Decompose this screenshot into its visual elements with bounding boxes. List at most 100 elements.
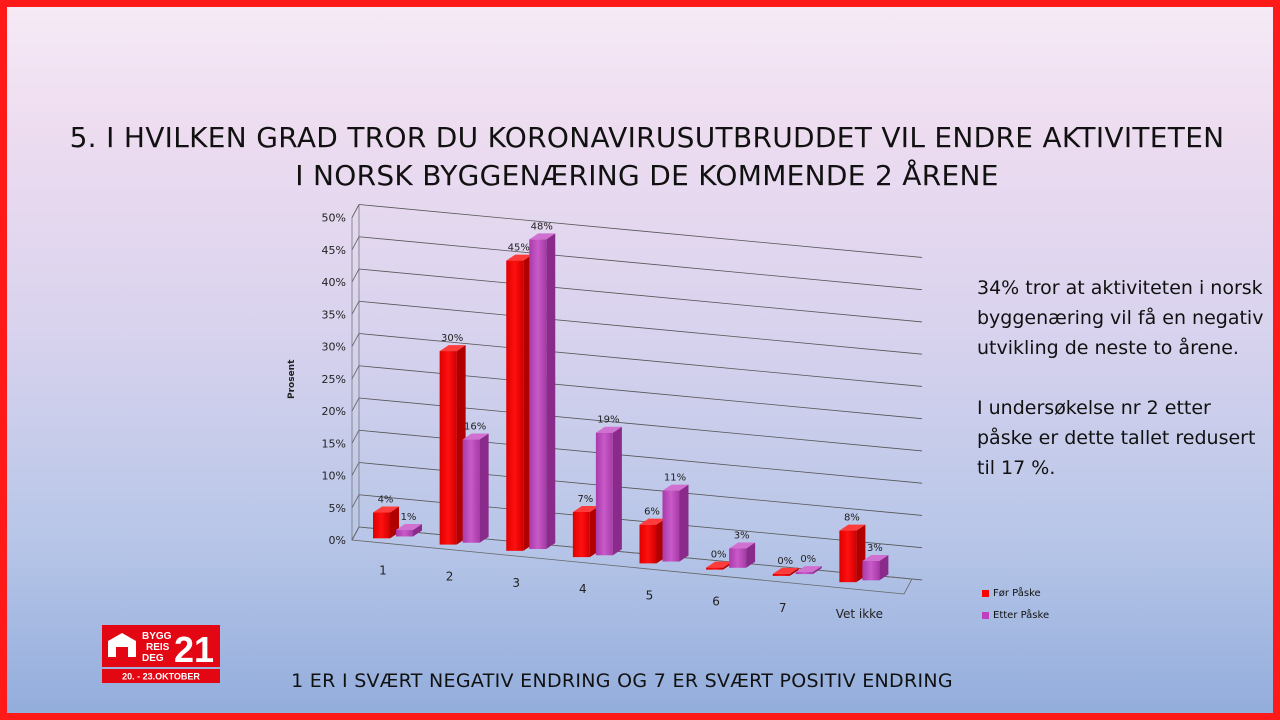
gridline-depth	[351, 430, 360, 444]
bar-top	[839, 524, 866, 531]
bar-top	[396, 524, 422, 531]
y-axis-ticks: 0% 5% 10% 15% 20% 25% 30% 35% 40% 45% 50%	[322, 212, 346, 548]
y-tick-label: 0%	[329, 534, 346, 547]
bar	[706, 567, 724, 570]
bar	[862, 560, 880, 581]
bar-top	[729, 542, 756, 549]
bar-side	[746, 542, 756, 568]
y-axis-label: Prosent	[287, 359, 297, 399]
data-label: 3%	[734, 530, 750, 541]
bar	[729, 548, 747, 568]
bar-side	[879, 554, 889, 581]
gridline-depth	[351, 494, 360, 508]
bar-top	[639, 518, 666, 525]
legend-swatch-red	[982, 589, 989, 597]
commentary-paragraph-1: 34% tror at aktiviteten i norsk byggenær…	[977, 277, 1264, 359]
category-label: 6	[712, 595, 720, 609]
data-label: 19%	[597, 415, 619, 426]
svg-text:21: 21	[174, 629, 214, 670]
bar-chart: 0%5%10%15%20%25%30%35%40%45%50% Prosent …	[287, 204, 923, 621]
bar	[662, 490, 680, 562]
y-tick-label: 15%	[322, 437, 346, 450]
commentary-paragraph-2: I undersøkelse nr 2 etter påske er dette…	[977, 397, 1256, 479]
y-tick-label: 50%	[322, 212, 346, 225]
bar-top	[373, 506, 399, 513]
chart-legend: Før Påske Etter Påske	[982, 582, 1049, 626]
footer-scale-note: 1 ER I SVÆRT NEGATIV ENDRING OG 7 ER SVÆ…	[291, 670, 953, 692]
bar	[572, 511, 590, 558]
bar-side	[812, 566, 822, 575]
bar-side	[479, 433, 489, 543]
chart-bars: 4% 1% 30% 16% 45%48% 7% 19% 6% 11% 0% 3% 0% 0% 8% 3%	[373, 221, 889, 583]
bar	[772, 573, 790, 576]
y-tick-label: 30%	[322, 341, 346, 354]
bar	[795, 572, 813, 575]
gridline	[358, 204, 923, 258]
bar	[506, 260, 524, 551]
bygg-reis-deg-logo: BYGG REIS DEG 21 20. - 23.OKTOBER	[102, 625, 220, 683]
y-tick-label: 5%	[329, 502, 346, 515]
commentary: 34% tror at aktiviteten i norsk byggenær…	[977, 273, 1267, 483]
data-label: 6%	[644, 507, 660, 518]
bar	[839, 530, 857, 583]
data-label: 3%	[867, 543, 883, 554]
data-label: 48%	[531, 221, 553, 232]
bar-side	[789, 567, 799, 576]
bar-top	[529, 233, 556, 240]
data-label: 0%	[777, 556, 793, 567]
category-label: 5	[646, 588, 654, 602]
gridline-depth	[351, 301, 360, 315]
category-label: 2	[446, 570, 454, 584]
bar-top	[862, 554, 889, 561]
data-label: 45%	[508, 243, 530, 254]
bar	[529, 239, 547, 550]
gridline-depth	[351, 365, 360, 379]
y-tick-label: 25%	[322, 373, 346, 386]
gridline	[358, 268, 923, 323]
bar-side	[612, 426, 622, 556]
data-label: 0%	[711, 550, 727, 561]
bar-top	[795, 566, 822, 573]
data-label: 4%	[378, 495, 394, 506]
bar	[439, 351, 457, 545]
data-label: 30%	[441, 333, 463, 344]
bar-top	[595, 426, 622, 433]
bar-top	[572, 505, 599, 512]
data-label: 7%	[577, 494, 593, 505]
y-tick-label: 40%	[322, 276, 346, 289]
legend-item-before-easter: Før Påske	[982, 582, 1049, 604]
category-label: 4	[579, 582, 587, 596]
data-label: 8%	[844, 513, 860, 524]
category-label: 3	[512, 576, 520, 590]
gridline-depth	[351, 397, 360, 412]
chart-grid	[351, 204, 923, 595]
bar-side	[413, 524, 422, 537]
chart-floor	[351, 526, 913, 595]
gridline-depth	[351, 333, 360, 347]
legend-swatch-purple	[982, 611, 989, 619]
gridline-depth	[351, 462, 360, 476]
bar-top	[462, 433, 489, 440]
gridline-depth	[351, 268, 360, 283]
category-label: 7	[779, 601, 787, 615]
svg-text:BYGG: BYGG	[142, 631, 172, 642]
bar-side	[679, 484, 689, 562]
svg-text:REIS: REIS	[146, 642, 170, 653]
bar	[639, 524, 657, 564]
bar-top	[439, 345, 466, 352]
svg-text:DEG: DEG	[142, 653, 164, 664]
y-tick-label: 20%	[322, 405, 346, 418]
legend-label: Etter Påske	[993, 609, 1050, 621]
bar-side	[546, 233, 556, 550]
slide-title: 5. I HVILKEN GRAD TROR DU KORONAVIRUSUTB…	[69, 121, 1225, 192]
bar	[373, 512, 390, 539]
legend-label: Før Påske	[993, 587, 1041, 599]
bar-top	[662, 484, 689, 491]
gridline	[358, 333, 923, 387]
y-tick-label: 10%	[322, 470, 346, 483]
data-label: 1%	[401, 512, 417, 523]
x-axis-categories: 1 2 3 4 5 6 7 Vet ikke	[379, 563, 883, 621]
bar-top	[506, 254, 533, 261]
category-label: 1	[379, 563, 387, 577]
